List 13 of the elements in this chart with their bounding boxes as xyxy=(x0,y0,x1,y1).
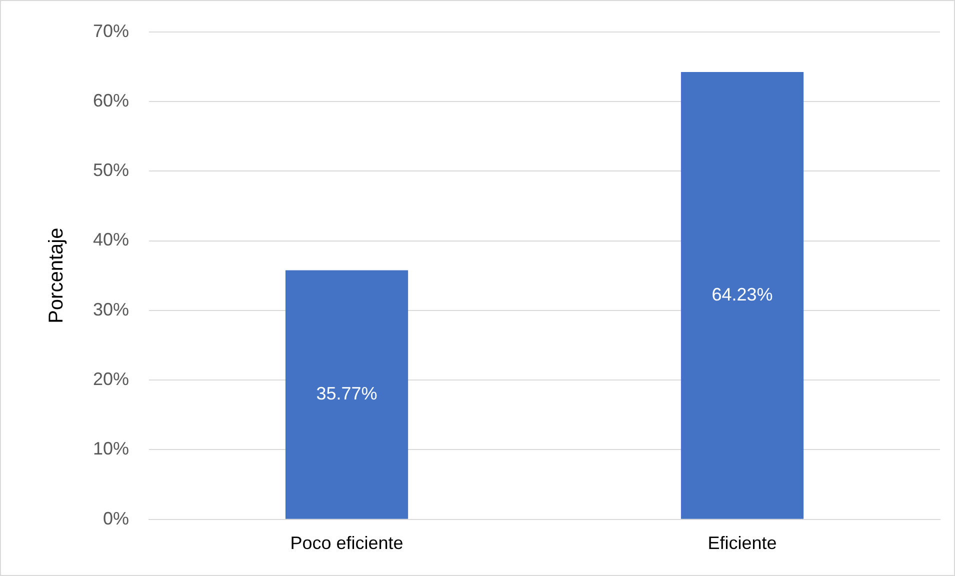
y-tick-label: 60% xyxy=(92,90,130,110)
x-tick-label: Poco eficiente xyxy=(290,533,404,554)
y-tick-label: 40% xyxy=(92,230,130,250)
y-tick-label: 20% xyxy=(92,369,130,390)
data-label: 64.23% xyxy=(712,284,773,304)
y-tick-label: 50% xyxy=(92,160,130,180)
y-tick-label: 30% xyxy=(92,299,130,320)
y-tick-label: 0% xyxy=(103,508,130,528)
y-tick-label: 70% xyxy=(92,20,130,41)
x-tick-label: Eficiente xyxy=(708,533,777,554)
y-tick-label: 10% xyxy=(92,438,130,459)
data-label: 35.77% xyxy=(316,384,378,404)
y-axis-title: Porcentaje xyxy=(46,228,68,324)
